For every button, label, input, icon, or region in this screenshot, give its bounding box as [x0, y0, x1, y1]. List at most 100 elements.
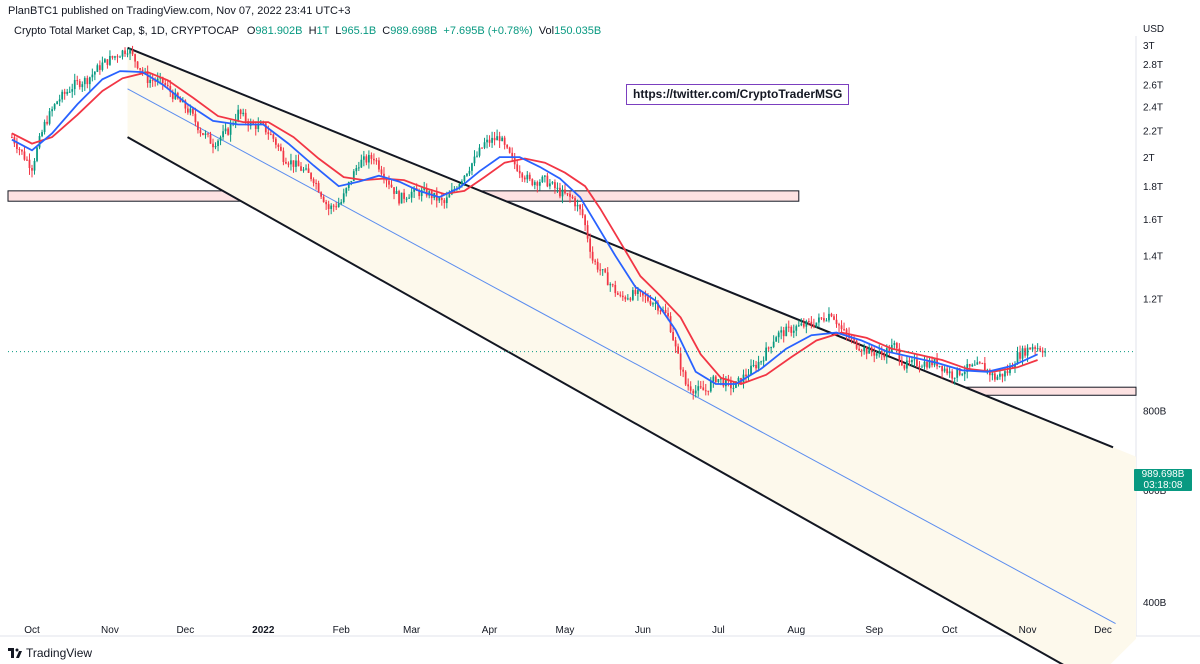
- candle-body: [141, 69, 144, 73]
- candle-body: [943, 368, 946, 372]
- y-tick-label: 1.6T: [1143, 215, 1163, 226]
- candle-body: [448, 194, 451, 198]
- candle-body: [217, 140, 219, 147]
- candle-body: [244, 112, 247, 122]
- candle-body: [543, 175, 546, 177]
- candle-body: [161, 77, 164, 84]
- candle-body: [292, 160, 295, 167]
- candle-body: [368, 155, 370, 163]
- candle-body: [795, 326, 798, 331]
- candle-body: [938, 365, 941, 367]
- candle-body: [679, 353, 682, 370]
- candle-body: [352, 171, 355, 181]
- candle-body: [797, 325, 800, 327]
- candle-body: [581, 209, 584, 216]
- volume-label: Vol: [538, 25, 555, 37]
- last-price-label: 989.698B 03:18:08: [1134, 469, 1192, 491]
- candle-body: [586, 225, 589, 239]
- candle-body: [53, 104, 56, 110]
- candle-body: [531, 179, 534, 186]
- candle-body: [295, 160, 297, 167]
- candle-body: [458, 184, 461, 189]
- candle-body: [224, 128, 227, 132]
- candle-body: [410, 191, 413, 198]
- candle-body: [996, 376, 999, 380]
- candle-body: [830, 313, 833, 317]
- candle-body: [629, 298, 632, 300]
- candle-body: [347, 181, 350, 188]
- candle-body: [239, 109, 242, 115]
- candle-body: [1004, 371, 1006, 377]
- candle-body: [322, 196, 325, 203]
- y-tick-label: 1.8T: [1143, 182, 1163, 193]
- candle-body: [782, 330, 785, 337]
- candle-body: [1029, 347, 1031, 350]
- ma-slow-line: [11, 71, 1038, 385]
- candle-body: [56, 101, 59, 105]
- candle-body: [1014, 364, 1016, 368]
- candle-body: [926, 361, 928, 368]
- candle-body: [790, 326, 793, 333]
- twitter-link-annotation[interactable]: https://twitter.com/CryptoTraderMSG: [626, 84, 850, 105]
- candle-body: [946, 368, 949, 374]
- candle-body: [596, 261, 599, 270]
- candle-body: [704, 390, 707, 392]
- candle-body: [554, 182, 556, 189]
- candle-body: [599, 269, 602, 271]
- candle-body: [888, 348, 891, 352]
- candle-body: [111, 55, 114, 58]
- candle-body: [818, 317, 820, 323]
- x-tick-label: 2022: [252, 625, 275, 636]
- candle-body: [93, 71, 96, 75]
- candle-body: [408, 197, 410, 199]
- footer-brand[interactable]: TradingView: [8, 646, 92, 660]
- candle-body: [61, 91, 64, 100]
- candle-body: [682, 369, 685, 372]
- candle-body: [569, 193, 571, 197]
- x-tick-label: Feb: [333, 625, 351, 636]
- candle-body: [186, 108, 189, 113]
- bar-countdown: 03:18:08: [1143, 480, 1183, 491]
- candle-body: [373, 158, 375, 161]
- candle-body: [136, 61, 139, 69]
- candle-body: [445, 197, 448, 204]
- candle-body: [385, 179, 388, 181]
- candle-body: [855, 340, 858, 349]
- candle-body: [956, 368, 959, 378]
- candle-body: [104, 59, 106, 63]
- candle-body: [194, 113, 197, 123]
- candle-body: [973, 364, 976, 366]
- candle-body: [312, 179, 315, 183]
- candle-body: [28, 159, 31, 169]
- candle-body: [953, 377, 956, 379]
- candle-body: [1016, 352, 1019, 365]
- candle-body: [684, 371, 687, 385]
- candle-body: [561, 189, 564, 197]
- candle-body: [885, 348, 888, 358]
- candle-body: [654, 302, 657, 304]
- candle-body: [320, 192, 322, 197]
- candle-body: [968, 364, 971, 367]
- candle-body: [511, 152, 514, 157]
- candle-body: [287, 163, 290, 165]
- candle-body: [556, 187, 559, 189]
- candle-body: [355, 167, 358, 172]
- candle-body: [192, 108, 194, 114]
- candle-body: [21, 149, 23, 152]
- candle-body: [106, 59, 109, 65]
- ma-fast-line: [11, 70, 1038, 385]
- candle-body: [227, 128, 229, 135]
- candle-body: [770, 347, 773, 349]
- candle-body: [307, 168, 310, 173]
- candle-body: [58, 99, 61, 102]
- y-axis: 3T 2.8T 2.6T 2.4T 2.2T 2T 1.8T 1.6T 1.4T 1.2T 800B…: [1143, 41, 1167, 609]
- candle-body: [129, 50, 131, 54]
- candle-body: [518, 170, 521, 174]
- symbol-title[interactable]: Crypto Total Market Cap, $, 1D, CRYPTOCA…: [14, 25, 239, 37]
- candle-body: [466, 173, 468, 176]
- candle-body: [687, 384, 690, 387]
- candle-body: [948, 371, 951, 374]
- candle-body: [566, 193, 569, 195]
- candle-body: [272, 134, 275, 139]
